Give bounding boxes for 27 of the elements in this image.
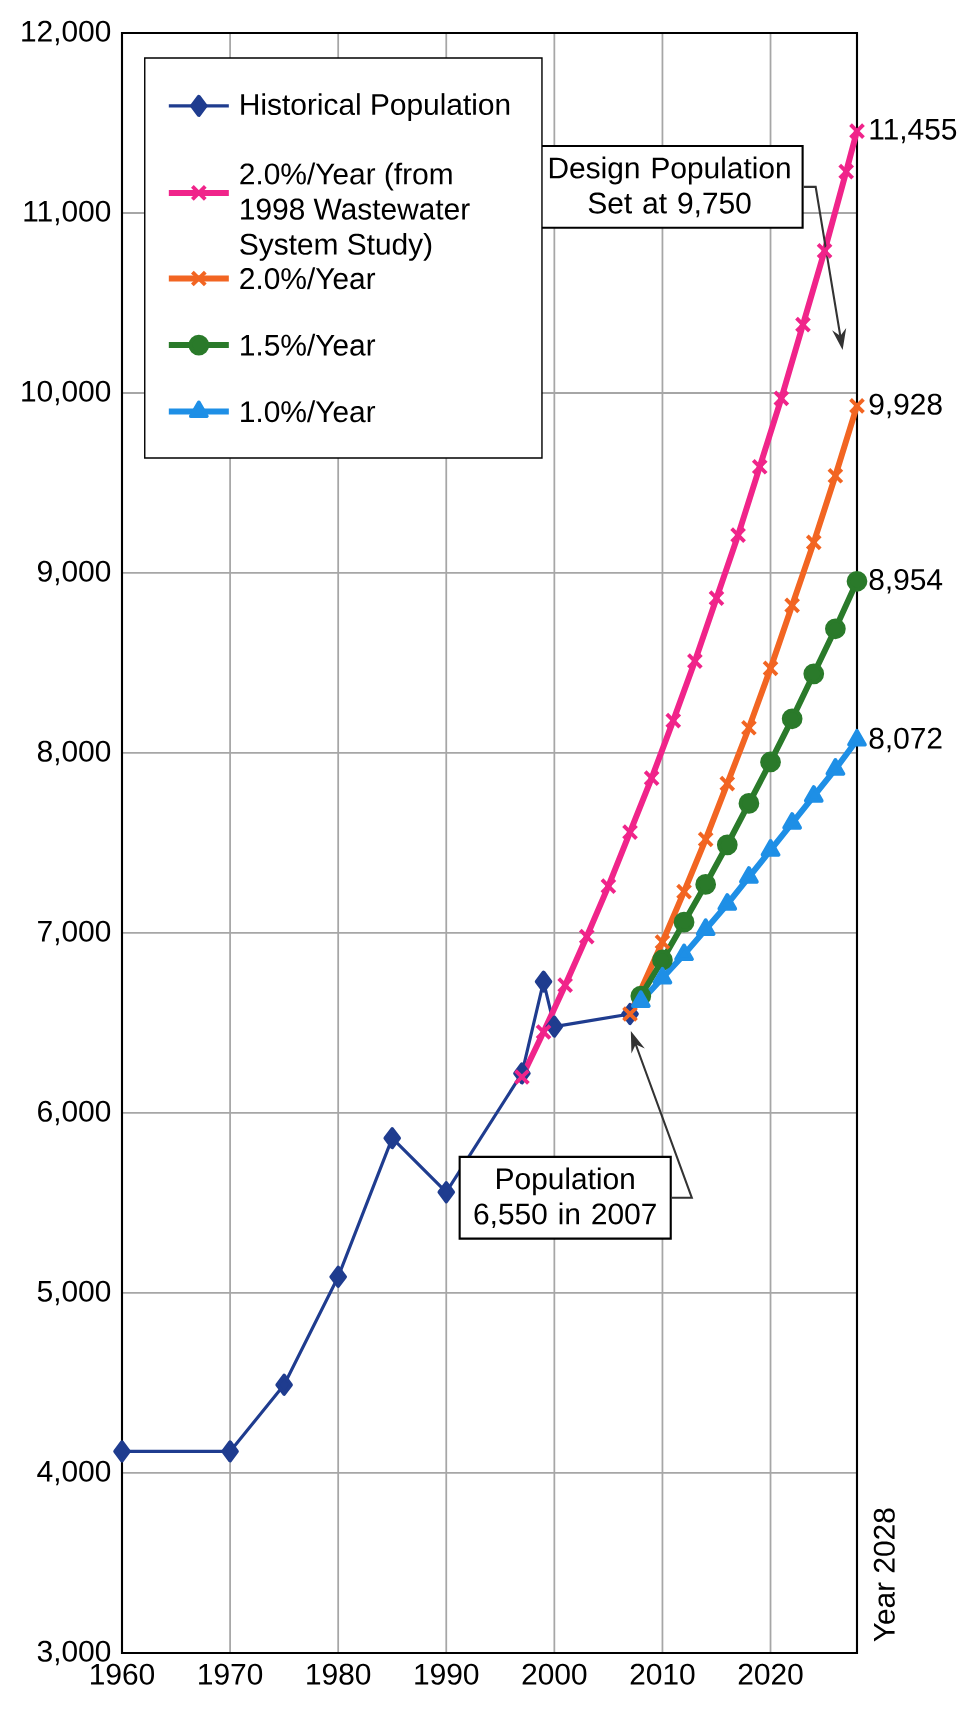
data-label: 8,954	[869, 568, 943, 594]
x-tick-label: 1990	[415, 1663, 479, 1685]
y-tick-label: 8,000	[37, 740, 111, 766]
legend-label: 2.0%/Year (from 1998 Wastewater System Study)	[240, 162, 470, 261]
y-tick-label: 6,000	[38, 1100, 111, 1126]
y-tick-label: 10,000	[22, 380, 111, 406]
text: Year 2028	[873, 1508, 895, 1642]
x-tick-label: 2020	[738, 1663, 803, 1685]
x-tick-label: 1970	[199, 1663, 263, 1685]
y-tick-label: 12,000	[22, 20, 111, 46]
x-tick-label: 1980	[307, 1663, 371, 1685]
data-label: 11,455	[870, 118, 957, 144]
x-tick-label: 2000	[522, 1663, 587, 1685]
legend-label: 1.0%/Year	[241, 400, 376, 423]
legend-label: 1.5%/Year	[241, 333, 376, 356]
y-tick-label: 9,000	[37, 560, 111, 586]
data-label: 8,072	[869, 727, 942, 753]
annotation: Design Population Set at 9,750	[549, 156, 790, 218]
y-tick-label: 5,000	[37, 1280, 111, 1306]
x-tick-label: 2010	[630, 1663, 695, 1685]
y-tick-label: 7,000	[38, 920, 111, 946]
y-tick-label: 11,000	[24, 200, 111, 226]
data-label: 9,928	[869, 393, 942, 419]
annotation: Population 6,550 in 2007	[474, 1167, 656, 1229]
legend-label: Historical Population	[241, 93, 510, 121]
legend-label: 2.0%/Year	[240, 267, 376, 290]
y-tick-label: 4,000	[37, 1460, 111, 1486]
